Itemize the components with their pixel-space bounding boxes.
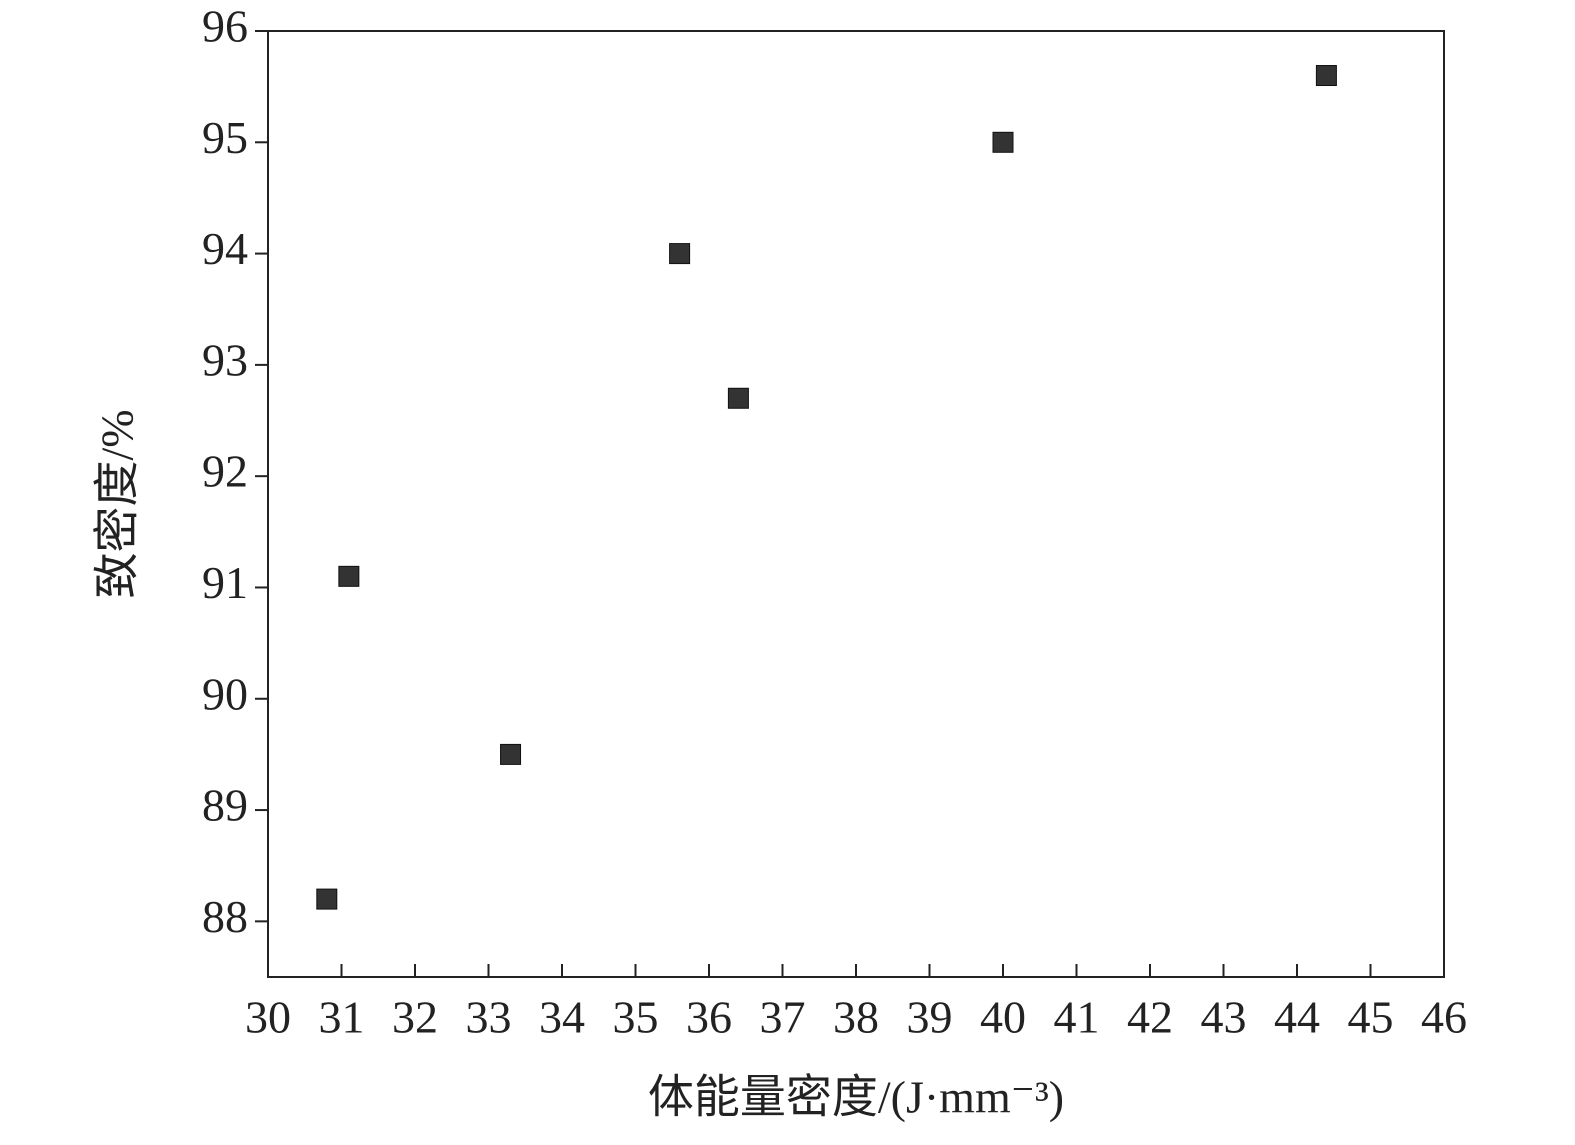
point — [1315, 65, 1337, 87]
x-tick-label: 42 — [1127, 992, 1173, 1043]
point — [992, 131, 1014, 153]
y-tick-label: 89 — [202, 780, 248, 831]
x-tick-label: 34 — [539, 992, 585, 1043]
y-tick-label: 91 — [202, 557, 248, 608]
x-tick-label: 43 — [1201, 992, 1247, 1043]
x-tick-label: 41 — [1054, 992, 1100, 1043]
y-axis-label: 致密度/% — [92, 409, 143, 598]
x-tick-label: 44 — [1274, 992, 1320, 1043]
point — [338, 565, 360, 587]
point — [500, 743, 522, 765]
x-tick-label: 38 — [833, 992, 879, 1043]
x-tick-label: 39 — [907, 992, 953, 1043]
y-tick-label: 92 — [202, 446, 248, 497]
point — [669, 243, 691, 265]
x-tick-label: 40 — [980, 992, 1026, 1043]
x-tick-label: 35 — [613, 992, 659, 1043]
x-axis-label: 体能量密度/(J·mm⁻³) — [648, 1072, 1064, 1123]
x-tick-label: 30 — [245, 992, 291, 1043]
y-tick-label: 94 — [202, 223, 248, 274]
plot-frame — [267, 30, 1445, 978]
x-tick-label: 46 — [1421, 992, 1467, 1043]
point — [727, 387, 749, 409]
x-tick-label: 37 — [760, 992, 806, 1043]
y-tick-label: 88 — [202, 891, 248, 942]
y-tick-label: 95 — [202, 112, 248, 163]
point — [316, 888, 338, 910]
y-tick-label: 90 — [202, 668, 248, 719]
y-tick-label: 96 — [202, 1, 248, 52]
x-tick-label: 36 — [686, 992, 732, 1043]
x-tick-label: 45 — [1348, 992, 1394, 1043]
y-tick-label: 93 — [202, 334, 248, 385]
x-tick-label: 31 — [319, 992, 365, 1043]
x-tick-label: 33 — [466, 992, 512, 1043]
x-tick-label: 32 — [392, 992, 438, 1043]
